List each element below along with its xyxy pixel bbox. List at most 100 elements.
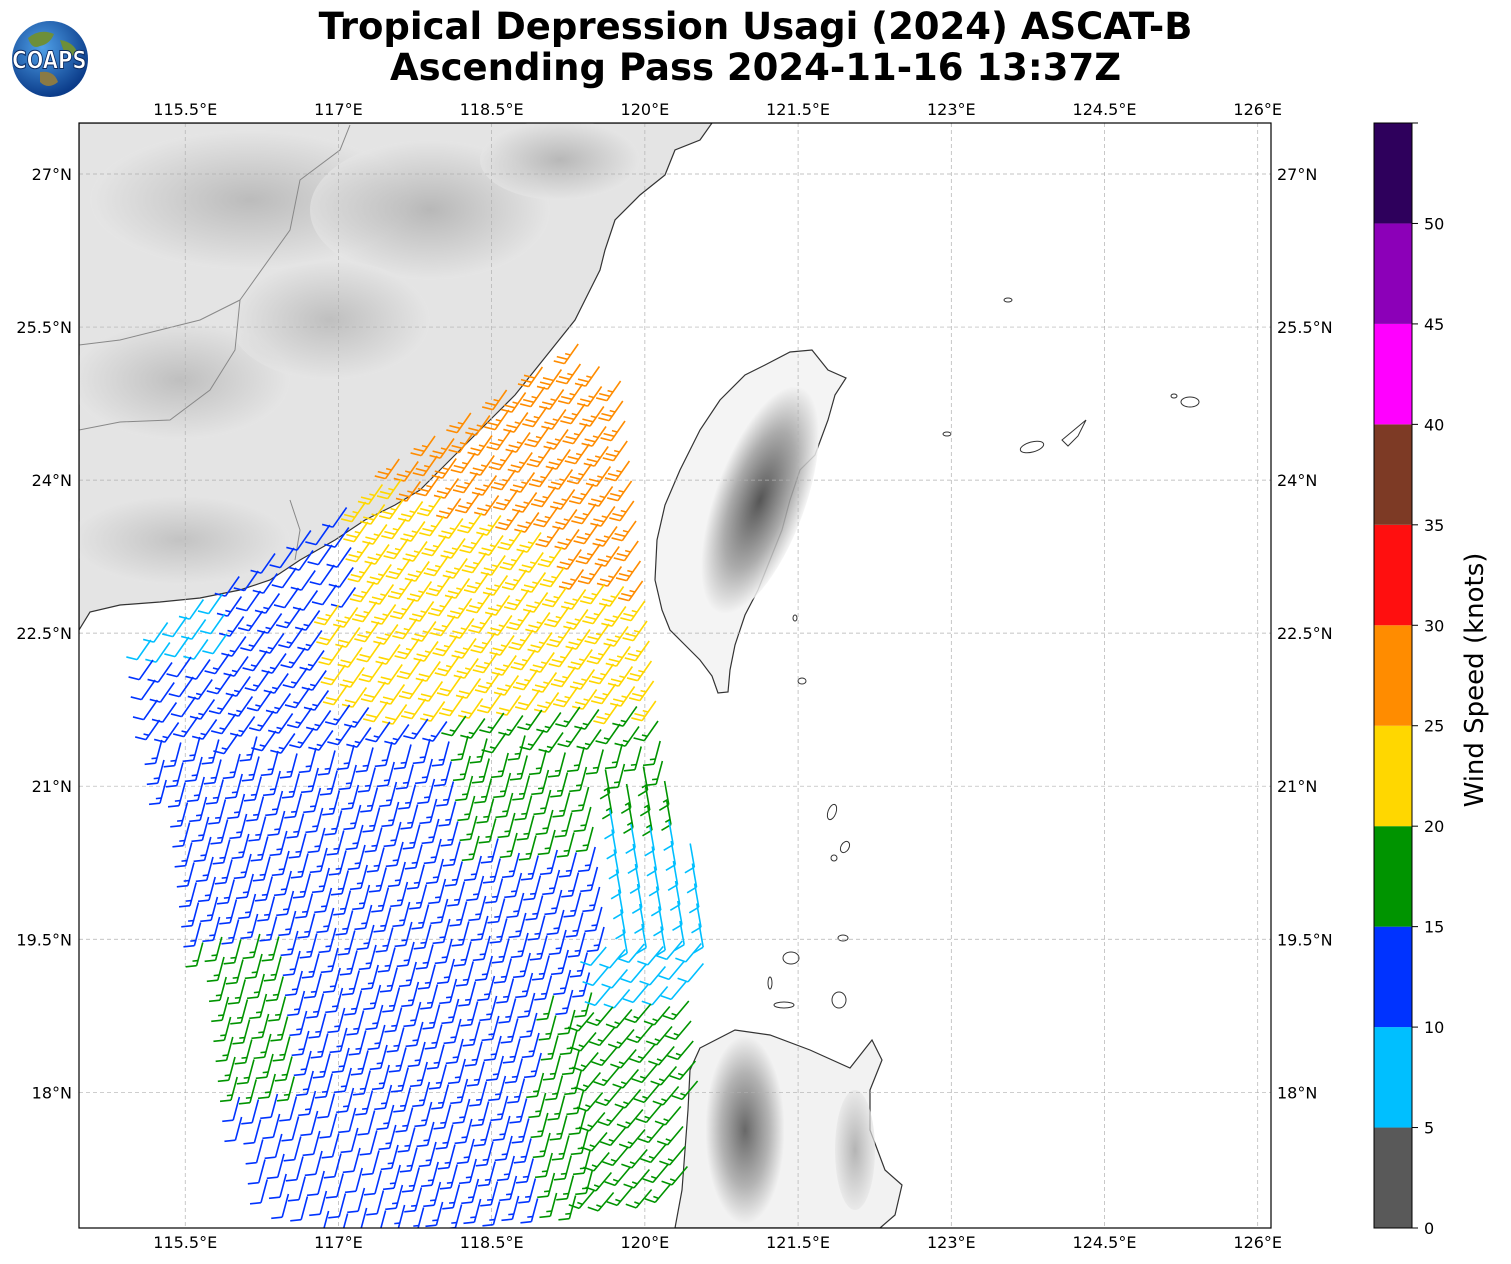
- wind-barb: [217, 1056, 236, 1083]
- lat-label-right: 27°N: [1277, 165, 1317, 184]
- wind-barb: [537, 546, 563, 568]
- wind-barb: [264, 1133, 283, 1160]
- wind-barb: [316, 624, 342, 646]
- wind-barb: [316, 907, 335, 934]
- wind-barb: [373, 624, 399, 645]
- wind-barb: [165, 762, 184, 788]
- wind-barb: [573, 806, 592, 833]
- wind-barb: [341, 784, 360, 811]
- wind-barb: [254, 876, 273, 902]
- wind-barb: [393, 744, 412, 770]
- wind-barb: [204, 936, 223, 963]
- wind-barb: [461, 1178, 480, 1205]
- wind-barb: [515, 972, 534, 999]
- wind-barb: [602, 1146, 629, 1167]
- wind-barb: [545, 449, 571, 470]
- logo-text: COAPS: [12, 46, 86, 75]
- wind-barb: [464, 1041, 483, 1067]
- wind-barb: [168, 676, 194, 698]
- wind-barb: [146, 759, 165, 786]
- wind-barb: [418, 1141, 437, 1168]
- wind-barb: [367, 1024, 386, 1051]
- wind-barb: [414, 1101, 433, 1128]
- wind-barb: [281, 773, 300, 799]
- wind-barb: [460, 718, 486, 739]
- wind-barb: [382, 987, 401, 1013]
- wind-barb: [423, 838, 442, 865]
- wind-barb: [181, 902, 200, 928]
- wind-barb: [463, 1198, 482, 1225]
- wind-barb: [501, 852, 520, 879]
- wind-barb: [301, 670, 327, 691]
- lat-label-left: 25.5°N: [16, 318, 72, 337]
- wind-barb: [265, 976, 284, 1002]
- wind-barb: [225, 676, 251, 697]
- wind-barb: [244, 953, 263, 980]
- lon-label-bottom: 117°E: [314, 1233, 363, 1252]
- wind-barb: [204, 653, 230, 675]
- wind-barb: [290, 853, 309, 879]
- wind-barb: [536, 995, 555, 1021]
- wind-barb: [183, 639, 209, 660]
- wind-barb: [273, 870, 292, 897]
- wind-barb: [574, 366, 601, 387]
- wind-barb: [364, 827, 383, 853]
- wind-barb: [164, 636, 190, 658]
- wind-barb: [267, 810, 286, 837]
- wind-barb: [567, 649, 593, 670]
- wind-barb: [569, 952, 588, 978]
- wind-barb: [253, 1033, 272, 1060]
- wind-barb: [542, 1055, 561, 1081]
- wind-barb: [336, 1087, 355, 1114]
- wind-barb: [271, 1193, 290, 1220]
- wind-barb: [422, 1004, 441, 1030]
- wind-barb: [584, 623, 610, 645]
- wind-barb: [474, 955, 493, 982]
- wind-barb: [288, 550, 314, 571]
- wind-barb: [229, 813, 248, 840]
- wind-barb: [624, 640, 650, 662]
- wind-barb: [419, 515, 445, 537]
- lon-label-bottom: 124.5°E: [1073, 1233, 1137, 1252]
- wind-barb: [300, 767, 319, 794]
- wind-barb: [298, 1090, 317, 1117]
- wind-barb: [543, 429, 569, 450]
- wind-barb: [282, 667, 308, 689]
- wind-barb: [473, 495, 500, 516]
- map-frame: [78, 122, 1272, 1229]
- lon-label-top: 124.5°E: [1073, 100, 1137, 119]
- wind-barb: [547, 469, 574, 490]
- colorbar-bin: [1374, 424, 1412, 525]
- wind-barb: [345, 541, 371, 563]
- wind-barb: [537, 829, 556, 856]
- wind-barb: [374, 1084, 393, 1111]
- wind-barb: [598, 586, 625, 607]
- wind-barb: [622, 983, 650, 1004]
- wind-barb: [176, 862, 195, 888]
- wind-barb: [178, 882, 197, 908]
- wind-barb: [385, 841, 404, 868]
- wind-barb: [508, 629, 534, 651]
- wind-barb: [285, 1156, 304, 1182]
- wind-barb: [509, 1098, 528, 1124]
- wind-barb: [514, 512, 540, 533]
- wind-barb: [378, 1124, 397, 1151]
- wind-barb: [513, 1138, 532, 1164]
- wind-barb: [419, 798, 438, 825]
- wind-barb: [498, 715, 524, 736]
- wind-barb: [443, 1018, 462, 1045]
- wind-barb: [500, 1018, 519, 1044]
- wind-barb: [575, 543, 601, 565]
- wind-barb: [307, 827, 326, 854]
- wind-barb: [620, 963, 648, 984]
- wind-barb: [536, 369, 563, 390]
- wind-barb: [484, 409, 510, 431]
- wind-barb: [187, 679, 213, 700]
- wind-barb: [308, 1013, 327, 1039]
- wind-barb: [409, 884, 428, 910]
- wind-barb: [284, 970, 303, 997]
- wind-barb: [586, 643, 612, 665]
- wind-barb: [360, 1207, 368, 1228]
- wind-barb: [607, 666, 634, 687]
- wind-barb: [573, 523, 599, 545]
